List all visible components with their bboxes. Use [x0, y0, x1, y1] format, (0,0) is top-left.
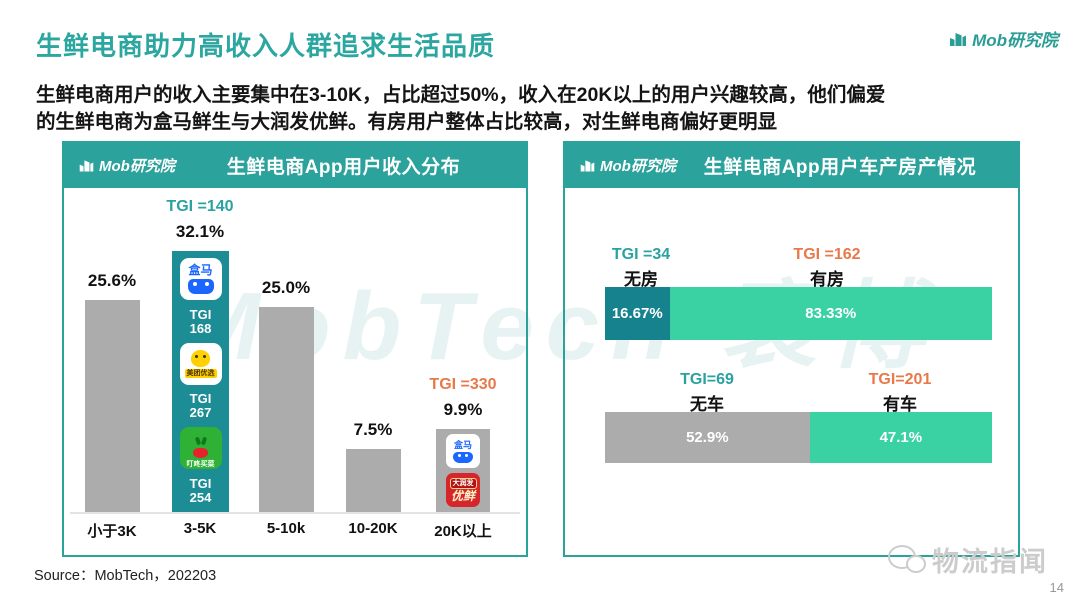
no-car-value: 52.9% [686, 429, 729, 446]
bar-value-20k-plus: 9.9% [443, 400, 483, 419]
assets-chart-panel: Mob研究院 生鲜电商App用户车产房产情况 TGI =34 无房 TGI =1… [563, 141, 1020, 557]
mob-brand-text: Mob研究院 [600, 158, 676, 175]
no-car-tgi: TGI=69 [680, 371, 734, 388]
wechat-icon [888, 544, 926, 575]
hema-hippo-face-icon [187, 279, 214, 295]
hema-hippo-face-icon [453, 451, 473, 463]
no-house-group-label: TGI =34 无房 [571, 246, 711, 290]
x-axis-line [70, 512, 520, 514]
has-house-group-label: TGI =162 有房 [757, 246, 897, 290]
mob-logo-white: Mob研究院 [579, 155, 676, 176]
hema-app-icon: 盒马 [179, 258, 222, 301]
house-stacked-bar: 16.67% 83.33% [605, 287, 992, 340]
summary-text: 生鲜电商用户的收入主要集中在3-10K，占比超过50%，收入在20K以上的用户兴… [36, 82, 1056, 136]
has-car-tgi: TGI=201 [868, 371, 932, 388]
tgi-label-3-5k: TGI =140 [166, 198, 234, 215]
no-house-segment: 16.67% [605, 287, 670, 340]
summary-line-1: 生鲜电商用户的收入主要集中在3-10K，占比超过50%，收入在20K以上的用户兴… [36, 84, 886, 106]
has-car-group-label: TGI=201 有车 [830, 371, 970, 415]
hema-app-icon: 盒马 [446, 434, 480, 468]
x-label-5-10k: 5-10k [266, 520, 306, 537]
x-label-20k-plus: 20K以上 [434, 523, 492, 540]
dingdong-radish-icon [193, 448, 208, 459]
assets-chart-title: 生鲜电商App用户车产房产情况 [703, 157, 977, 178]
tgi-label-20k-plus: TGI =330 [429, 376, 497, 393]
bar-value-3-5k: 32.1% [175, 222, 225, 241]
bottom-right-watermark-text: 物流指闻 [932, 547, 1048, 577]
bar-5-10k [259, 307, 314, 512]
has-house-value: 83.33% [805, 305, 857, 322]
darunfa-name-top: 大润发 [449, 477, 477, 489]
income-chart-title: 生鲜电商App用户收入分布 [226, 157, 461, 178]
has-car-value: 47.1% [879, 429, 923, 446]
hema-app-name: 盒马 [453, 439, 472, 450]
has-house-segment: 83.33% [669, 287, 992, 340]
mob-brand-text: Mob研究院 [972, 31, 1058, 50]
dingdong-app-name: 叮咚买菜 [186, 461, 215, 469]
mob-building-icon [580, 160, 595, 172]
no-car-segment: 52.9% [605, 412, 810, 463]
has-house-label: 有房 [810, 270, 844, 289]
no-house-value: 16.67% [611, 305, 663, 322]
summary-line-2: 的生鲜电商为盒马鲜生与大润发优鲜。有房用户整体占比较高，对生鲜电商偏好更明显 [36, 111, 778, 133]
has-car-label: 有车 [883, 395, 917, 414]
bar-3-5k: 盒马 TGI 168 美团优选 TGI 267 [172, 251, 229, 512]
darunfa-name-bottom: 优鲜 [450, 488, 475, 503]
darunfa-youxian-app-icon: 大润发 优鲜 [446, 473, 480, 507]
bar-value-10-20k: 7.5% [353, 420, 393, 439]
has-house-tgi: TGI =162 [793, 246, 861, 263]
mob-brand-logo: Mob研究院 [948, 26, 1058, 51]
income-chart-header: Mob研究院 生鲜电商App用户收入分布 [64, 143, 526, 188]
mob-brand-text: Mob研究院 [99, 158, 175, 175]
mob-building-icon [950, 32, 967, 46]
meituan-youxuan-app-icon: 美团优选 [179, 342, 222, 385]
assets-chart-header: Mob研究院 生鲜电商App用户车产房产情况 [565, 143, 1018, 188]
page-title: 生鲜电商助力高收入人群追求生活品质 [36, 31, 496, 61]
no-car-label: 无车 [690, 395, 724, 414]
has-car-segment: 47.1% [809, 412, 992, 463]
meituan-tgi: TGI 267 [189, 391, 212, 421]
x-label-10-20k: 10-20K [348, 520, 398, 537]
bar-value-5-10k: 25.0% [261, 278, 311, 297]
meituan-kangaroo-icon [191, 349, 210, 367]
hema-app-name: 盒马 [188, 263, 213, 278]
dingdong-app-icon: 叮咚买菜 [179, 427, 222, 470]
x-label-3-5k: 3-5K [183, 520, 217, 537]
bar-20k-plus: 盒马 大润发 优鲜 [436, 429, 490, 512]
no-house-label: 无房 [624, 270, 658, 289]
meituan-app-name: 美团优选 [184, 368, 217, 378]
bar-value-under3k: 25.6% [87, 271, 137, 290]
bar-10-20k [346, 449, 401, 512]
source-note: Source：MobTech，202203 [34, 568, 217, 584]
no-car-group-label: TGI=69 无车 [637, 371, 777, 415]
income-chart-panel: Mob研究院 生鲜电商App用户收入分布 25.6% 小于3K TGI =140… [62, 141, 528, 557]
hema-tgi: TGI 168 [189, 306, 212, 336]
x-label-under3k: 小于3K [87, 523, 137, 540]
bottom-right-watermark: 物流指闻 [888, 540, 1048, 579]
page-number: 14 [1049, 580, 1064, 595]
car-stacked-bar: 52.9% 47.1% [605, 412, 992, 463]
mob-logo-white: Mob研究院 [78, 155, 175, 176]
dingdong-tgi: TGI 254 [189, 475, 212, 505]
mob-building-icon [79, 160, 94, 172]
bar-under3k [85, 300, 140, 512]
no-house-tgi: TGI =34 [611, 246, 671, 263]
